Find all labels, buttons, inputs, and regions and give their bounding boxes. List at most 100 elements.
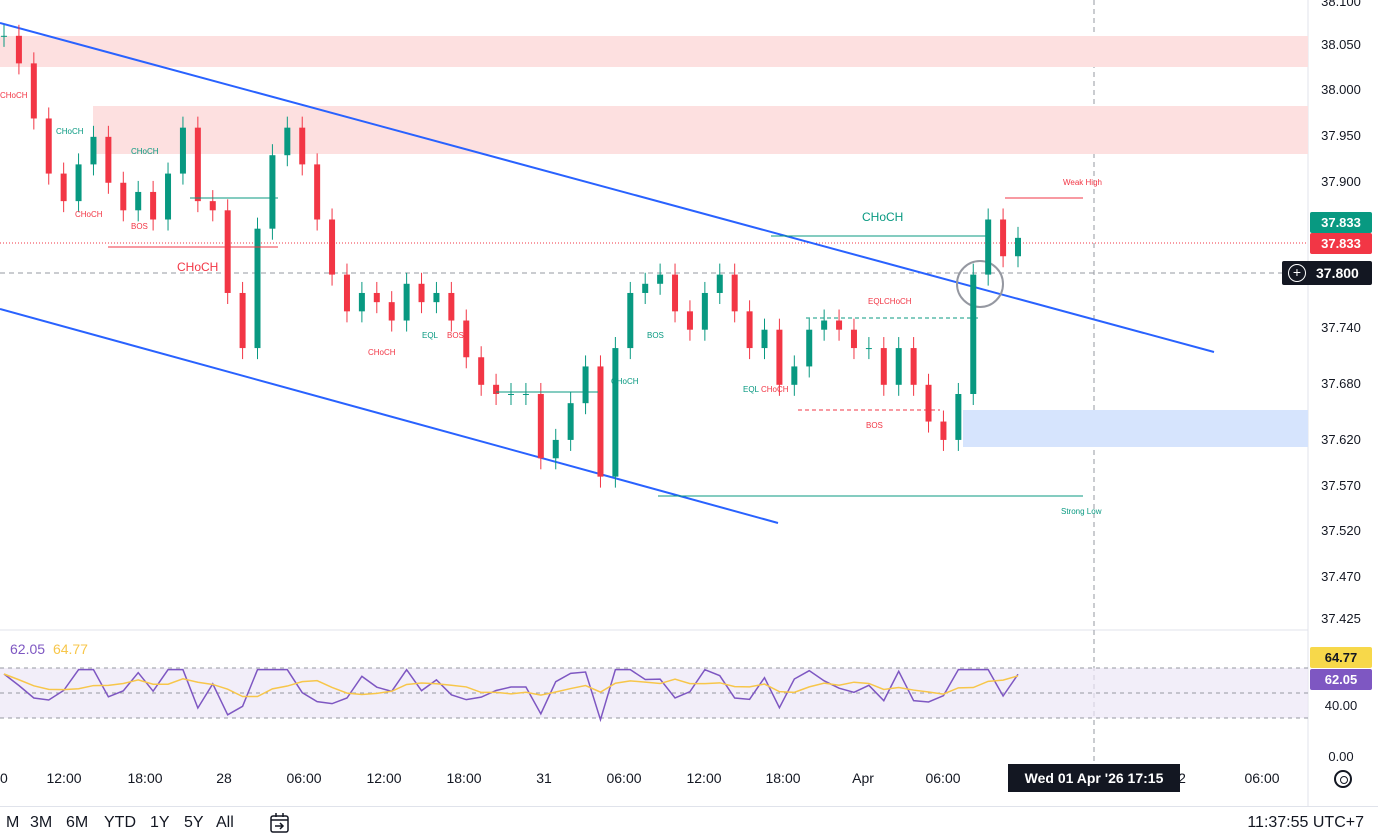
goto-date-icon[interactable] xyxy=(268,811,292,835)
price-label: 37.900 xyxy=(1321,174,1361,189)
channel-lower-trendline xyxy=(0,308,779,524)
candle xyxy=(508,393,514,395)
price-label: 38.100 xyxy=(1321,0,1361,9)
range-button-all[interactable]: All xyxy=(216,814,234,831)
candle xyxy=(239,292,246,349)
candle xyxy=(224,210,231,293)
price-label: 37.425 xyxy=(1321,611,1361,626)
channel-upper-trendline xyxy=(0,22,1215,353)
candle xyxy=(493,384,500,394)
candle xyxy=(865,348,872,350)
candle xyxy=(970,274,977,394)
candle xyxy=(15,35,22,64)
weak-high-label: Weak High xyxy=(1063,178,1102,187)
candle xyxy=(329,219,336,275)
rsi-legend: 62.05 64.77 xyxy=(10,641,88,657)
choch-label: CHoCH xyxy=(862,210,903,224)
choch-label: CHoCH xyxy=(75,210,103,219)
candle xyxy=(552,439,559,459)
price-label: 37.680 xyxy=(1321,376,1361,391)
eql-label: EQL xyxy=(422,331,439,340)
price-label: 38.000 xyxy=(1321,82,1361,97)
candle xyxy=(657,274,664,284)
candle xyxy=(806,329,813,367)
candle xyxy=(358,292,365,312)
candle xyxy=(985,219,992,275)
strong-low-label: Strong Low xyxy=(1061,507,1102,516)
candle xyxy=(1000,219,1007,257)
candle xyxy=(463,320,470,358)
rsi-tag: 62.05 xyxy=(1310,669,1372,690)
clock[interactable]: 11:37:55 UTC+7 xyxy=(1247,814,1364,831)
candle xyxy=(612,348,619,477)
candle xyxy=(776,329,783,385)
candle xyxy=(254,228,261,349)
candle xyxy=(955,393,962,440)
range-button-ytd[interactable]: YTD xyxy=(104,814,136,831)
gear-icon[interactable] xyxy=(1334,770,1352,788)
time-label: 28 xyxy=(216,770,232,786)
candle xyxy=(150,191,157,220)
range-button-3m[interactable]: 3M xyxy=(30,814,53,831)
crosshair-time-label: Wed 01 Apr '26 17:15 xyxy=(1008,764,1180,792)
candle xyxy=(478,357,485,385)
crosshair-price-label: + 37.800 xyxy=(1282,261,1372,285)
candle xyxy=(90,136,97,165)
candle xyxy=(627,292,634,349)
candle xyxy=(75,164,82,202)
rsi-tag: 64.77 xyxy=(1310,647,1372,668)
range-button-5y[interactable]: 5Y xyxy=(184,814,204,831)
candle xyxy=(433,292,440,303)
rsi-ma-value: 64.77 xyxy=(52,641,88,657)
candle xyxy=(672,274,679,312)
candle xyxy=(284,127,291,156)
rsi-axis-label: 0.00 xyxy=(1328,749,1354,764)
candle xyxy=(448,292,455,321)
range-button-6m[interactable]: 6M xyxy=(66,814,89,831)
candle xyxy=(194,127,201,202)
last-price-tag: 37.833 xyxy=(1310,212,1372,233)
range-button-1y[interactable]: 1Y xyxy=(150,814,170,831)
choch-label: CHoCH xyxy=(368,348,396,357)
candle xyxy=(716,274,723,293)
bos-label: BOS xyxy=(447,331,464,340)
candle xyxy=(642,283,649,293)
time-label: 18:00 xyxy=(765,770,801,786)
time-label: 12:00 xyxy=(46,770,82,786)
price-label: 37.470 xyxy=(1321,569,1361,584)
time-label: 12:00 xyxy=(366,770,402,786)
candle xyxy=(209,201,216,211)
candle xyxy=(418,283,425,303)
candle xyxy=(940,421,947,440)
candle xyxy=(299,127,306,165)
price-label: 37.520 xyxy=(1321,523,1361,538)
candle xyxy=(791,366,798,385)
rsi-line xyxy=(3,668,1019,723)
time-label: 06:00 xyxy=(286,770,322,786)
candle xyxy=(30,63,37,119)
candle xyxy=(850,329,857,349)
time-label: 2 xyxy=(1178,770,1186,786)
add-plus-icon[interactable]: + xyxy=(1288,264,1306,282)
candle xyxy=(895,348,902,385)
candle xyxy=(880,348,887,385)
demand-zone xyxy=(963,410,1308,447)
eql-label: EQL xyxy=(743,385,760,394)
candle xyxy=(343,274,350,312)
supply-zone xyxy=(0,36,1308,67)
candle xyxy=(701,292,708,330)
candle xyxy=(403,283,410,321)
choch-label: CHoCH xyxy=(611,377,639,386)
choch-label: CHoCH xyxy=(177,260,218,274)
bos-label: BOS xyxy=(647,331,664,340)
candle xyxy=(582,366,589,404)
range-button-m[interactable]: M xyxy=(6,814,20,831)
candle xyxy=(269,155,276,229)
candle xyxy=(105,136,112,183)
candle xyxy=(373,292,380,303)
bos-label: BOS xyxy=(866,421,883,430)
choch-label: CHoCH xyxy=(761,385,789,394)
price-label: 37.950 xyxy=(1321,128,1361,143)
candle xyxy=(1,35,7,37)
